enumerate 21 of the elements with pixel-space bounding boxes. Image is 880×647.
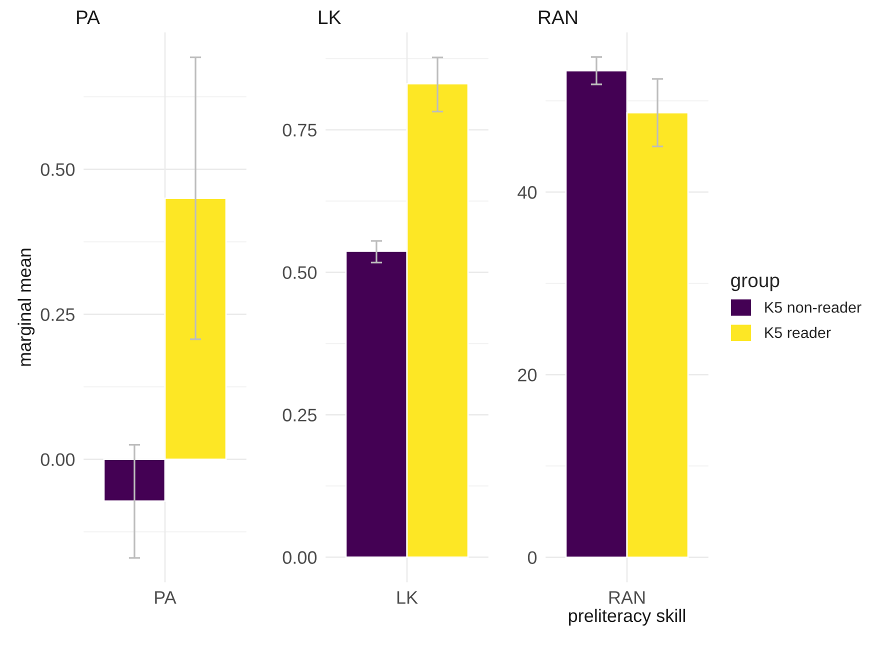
y-axis-title: marginal mean — [18, 248, 35, 366]
y-tick-label: 0.50 — [40, 163, 75, 176]
y-tick-label: 0.25 — [282, 408, 317, 422]
x-axis-title: preliteracy skill — [568, 608, 685, 626]
legend-label: K5 non-reader — [765, 302, 862, 313]
chart-title: PA — [77, 10, 100, 24]
y-tick-label: 0.25 — [40, 308, 75, 322]
y-tick-label: 0.50 — [282, 266, 317, 279]
chart-title: RAN — [539, 10, 577, 24]
y-tick-label: 0 — [528, 551, 537, 564]
y-tick-label: 40 — [518, 186, 537, 199]
legend-label: K5 reader — [765, 326, 831, 338]
chart-title: LK — [319, 10, 342, 24]
x-tick-label: PA — [155, 591, 176, 604]
x-tick-label: LK — [397, 591, 418, 604]
legend-title: group — [731, 276, 780, 292]
y-tick-label: 0.00 — [282, 551, 317, 564]
y-tick-label: 0.00 — [40, 453, 75, 466]
x-tick-label: RAN — [609, 591, 645, 604]
y-tick-label: 20 — [518, 368, 537, 382]
y-tick-label: 0.75 — [282, 124, 317, 137]
